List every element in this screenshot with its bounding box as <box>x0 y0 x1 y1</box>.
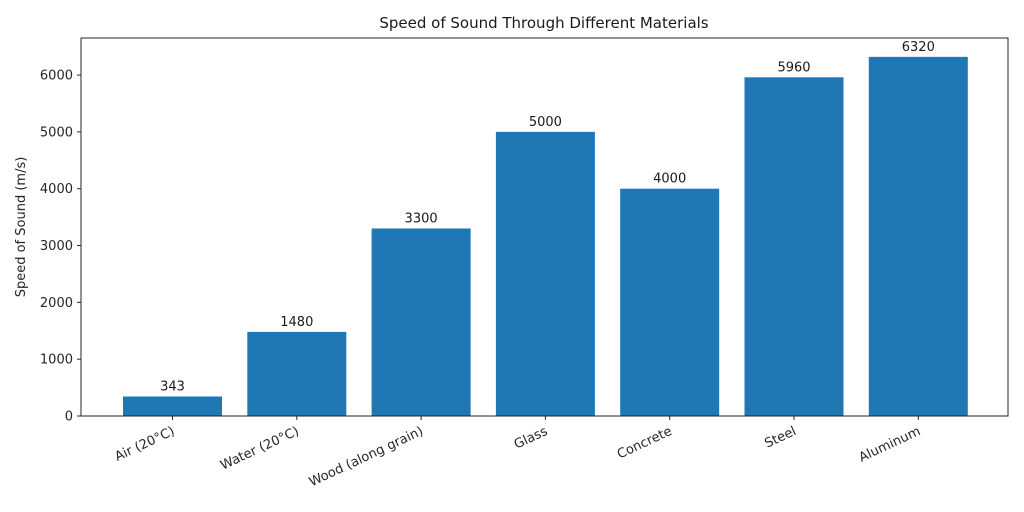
x-axis: Air (20°C) Water (20°C) Wood (along grain)… <box>113 416 923 490</box>
bar <box>123 396 222 416</box>
bar-value-label: 4000 <box>653 172 686 187</box>
x-tick-label: Water (20°C) <box>218 424 301 473</box>
bar-value-label: 6320 <box>902 40 935 55</box>
bar-value-label: 1480 <box>280 315 313 330</box>
x-tick-label: Glass <box>512 424 550 453</box>
bar <box>868 56 968 416</box>
bar-value-labels: 343 1480 3300 5000 4000 5960 6320 <box>160 40 935 395</box>
bar-value-label: 3300 <box>405 211 438 226</box>
bar <box>371 228 471 416</box>
plot-frame <box>80 37 1009 417</box>
y-axis-label: Speed of Sound (m/s) <box>14 157 29 298</box>
x-tick-label: Aluminum <box>857 424 923 466</box>
bar-value-label: 343 <box>160 380 185 395</box>
x-tick-label: Air (20°C) <box>113 424 178 465</box>
x-tick-label: Concrete <box>615 424 674 462</box>
y-tick-label: 3000 <box>40 239 73 254</box>
bar-value-label: 5000 <box>529 115 562 130</box>
y-tick-label: 5000 <box>40 125 73 140</box>
y-tick-label: 4000 <box>40 182 73 197</box>
x-tick-label: Steel <box>762 424 798 452</box>
y-tick-label: 1000 <box>40 353 73 368</box>
x-tick-label: Wood (along grain) <box>307 424 426 490</box>
bar <box>620 188 720 416</box>
chart-title: Speed of Sound Through Different Materia… <box>379 14 708 32</box>
bars-group <box>123 56 968 417</box>
bar <box>495 131 595 416</box>
y-tick-label: 2000 <box>40 296 73 311</box>
y-axis: 0 1000 2000 3000 4000 5000 6000 <box>40 69 81 425</box>
bar-value-label: 5960 <box>777 60 810 75</box>
bar <box>744 77 844 417</box>
y-tick-label: 0 <box>65 410 73 425</box>
bar <box>247 331 347 416</box>
y-tick-label: 6000 <box>40 69 73 84</box>
